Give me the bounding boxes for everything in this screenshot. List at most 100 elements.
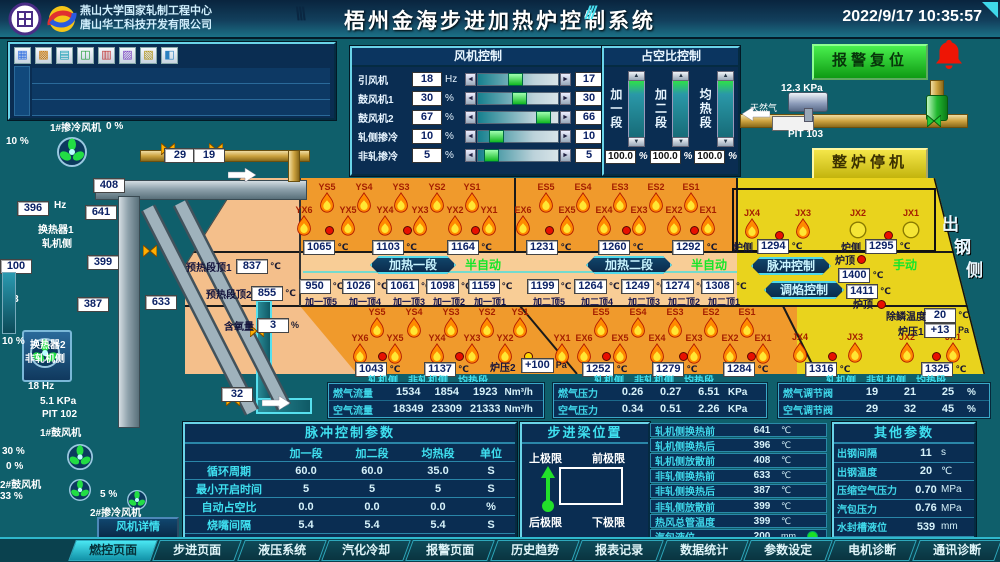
- nav-tab[interactable]: 电机诊断: [827, 540, 918, 561]
- slider-decrement-button[interactable]: ◄: [465, 130, 476, 143]
- slider-increment-button[interactable]: ►: [560, 149, 571, 162]
- fan-slider[interactable]: [477, 92, 559, 105]
- heating1-zone-button[interactable]: 加热一段: [370, 256, 456, 274]
- furnace-lines: [185, 178, 985, 374]
- slider-thumb[interactable]: [484, 149, 500, 162]
- slider-increment-button[interactable]: ►: [560, 130, 571, 143]
- heating2-upper-zone: [515, 178, 737, 252]
- slider-up-button[interactable]: ▲: [717, 71, 735, 81]
- flame-adjust-button[interactable]: 调焰控制: [764, 281, 844, 299]
- slider-thumb[interactable]: [508, 73, 524, 86]
- slider-increment-button[interactable]: ►: [560, 73, 571, 86]
- slider-up-button[interactable]: ▲: [627, 71, 645, 81]
- fan-slider[interactable]: [477, 73, 559, 86]
- pipe-segment: [930, 80, 944, 120]
- toolbar-icon[interactable]: ▦: [14, 47, 31, 64]
- other-params-row: 水封槽液位 539 mm: [834, 518, 974, 537]
- fan-icon: [127, 490, 147, 515]
- slider-increment-button[interactable]: ►: [560, 92, 571, 105]
- slider-decrement-button[interactable]: ◄: [465, 92, 476, 105]
- value-box: 19: [193, 148, 225, 163]
- pulse-control-button[interactable]: 脉冲控制: [751, 257, 831, 275]
- beam-position-graphic: [541, 466, 623, 512]
- slider-decrement-button[interactable]: ◄: [465, 73, 476, 86]
- temp-readout: 633: [145, 292, 177, 310]
- fan-value: 10: [412, 129, 442, 144]
- temp-readout: 408: [93, 175, 125, 193]
- slider-increment-button[interactable]: ►: [560, 111, 571, 124]
- duty-slider[interactable]: ▲ ▼: [717, 71, 735, 147]
- toolbar-icon[interactable]: ▨: [119, 47, 136, 64]
- fan-unit: Hz: [445, 74, 458, 85]
- label: 天然气: [750, 103, 778, 113]
- slider-down-button[interactable]: ▼: [627, 137, 645, 147]
- toolbar-icon[interactable]: ◧: [161, 47, 178, 64]
- nav-tab[interactable]: 液压系统: [236, 540, 327, 561]
- nav-tab[interactable]: 报表记录: [574, 540, 665, 561]
- fan-slider[interactable]: [477, 130, 559, 143]
- datetime: 2022/9/17 10:35:57: [842, 8, 982, 25]
- bottom-nav-bar: 燃控页面 步进页面 液压系统 汽化冷却 报警页面 历史趋势 报表记录: [0, 537, 1000, 562]
- label: 30 %: [2, 446, 25, 457]
- temp-readout: 32: [221, 384, 253, 402]
- alarm-list-row[interactable]: [32, 100, 330, 116]
- alarm-reset-button[interactable]: 报警复位: [812, 44, 928, 80]
- zone-label: 均热段: [698, 88, 713, 130]
- fan-control-row: 非轧掺冷 5 % ◄ ► 5: [352, 146, 604, 165]
- table-row: 非轧侧放散前 399 ℃: [650, 498, 827, 514]
- duty-value: 100.0 %: [694, 150, 737, 164]
- label: 10 %: [6, 136, 29, 147]
- slider-thumb[interactable]: [535, 111, 551, 124]
- fan-slider[interactable]: [477, 111, 559, 124]
- nav-tab[interactable]: 数据统计: [658, 540, 749, 561]
- pulse-params-header: 加一段 加二段 均热段 单位: [185, 444, 515, 462]
- toolbar-icon[interactable]: ▤: [56, 47, 73, 64]
- fan-value: 67: [412, 110, 442, 125]
- alarm-list-row[interactable]: [32, 84, 330, 100]
- nav-tab[interactable]: 参数设定: [743, 540, 834, 561]
- nav-tab[interactable]: 通讯诊断: [911, 540, 1000, 561]
- slider-up-button[interactable]: ▲: [672, 71, 690, 81]
- nav-tab[interactable]: 燃控页面: [68, 540, 159, 561]
- nav-tab[interactable]: 报警页面: [405, 540, 496, 561]
- table-row: 非轧侧换热前 633 ℃: [650, 468, 827, 483]
- toolbar-icon[interactable]: ▧: [140, 47, 157, 64]
- flow-table: 燃气流量 1534 1854 1923 Nm³/h 空气流量 18349 233…: [328, 383, 544, 418]
- slider-down-button[interactable]: ▼: [717, 137, 735, 147]
- toolbar-icon[interactable]: ▩: [35, 47, 52, 64]
- label: 非轧机侧: [25, 354, 65, 365]
- label: 5 %: [100, 489, 118, 500]
- duty-slider[interactable]: ▲ ▼: [672, 71, 690, 147]
- label: 12.3 KPa: [781, 83, 823, 94]
- slider-decrement-button[interactable]: ◄: [465, 149, 476, 162]
- other-params-row: 出钢温度 20 ℃: [834, 463, 974, 481]
- table-row: 轧机侧换热前 641 ℃: [650, 423, 827, 438]
- header-bar: 燕山大学国家轧制工程中心 唐山华工科技开发有限公司 \\\ 梧州金海步进加热炉控…: [0, 0, 1000, 39]
- slider-down-button[interactable]: ▼: [672, 137, 690, 147]
- slider-thumb[interactable]: [489, 130, 505, 143]
- pulse-params-row: 烧嘴间隔 5.4 5.4 5.4 S: [185, 516, 515, 534]
- limit-down-label: 下极限: [592, 517, 625, 529]
- alarm-list-row[interactable]: [32, 68, 330, 84]
- nav-tab[interactable]: 历史趋势: [489, 540, 580, 561]
- value-box: 396: [17, 201, 49, 216]
- fan-setpoint: 17: [575, 72, 603, 87]
- flow-table-header: 轧机侧 非轧机侧 均热段: [368, 376, 488, 387]
- nav-tab[interactable]: 步进页面: [152, 540, 243, 561]
- furnace-stop-button[interactable]: 整炉停机: [812, 148, 928, 180]
- heating2-zone-button[interactable]: 加热二段: [586, 256, 672, 274]
- label: 0 %: [106, 121, 124, 132]
- valve-icon: [142, 243, 158, 262]
- fan-slider[interactable]: [477, 149, 559, 162]
- slider-decrement-button[interactable]: ◄: [465, 111, 476, 124]
- slider-thumb[interactable]: [511, 92, 527, 105]
- label: PIT 102: [42, 409, 78, 420]
- nav-tab[interactable]: 汽化冷却: [321, 540, 412, 561]
- toolbar-icon[interactable]: ◫: [77, 47, 94, 64]
- title-decoration-right: ///: [585, 3, 596, 23]
- label: 1#掺冷风机: [50, 123, 102, 134]
- duty-slider[interactable]: ▲ ▼: [627, 71, 645, 147]
- pulse-params-row: 最小开启时间 5 5 5 S: [185, 480, 515, 498]
- toolbar-icon[interactable]: ▥: [98, 47, 115, 64]
- fan-control-row: 引风机 18 Hz ◄ ► 17: [352, 70, 604, 89]
